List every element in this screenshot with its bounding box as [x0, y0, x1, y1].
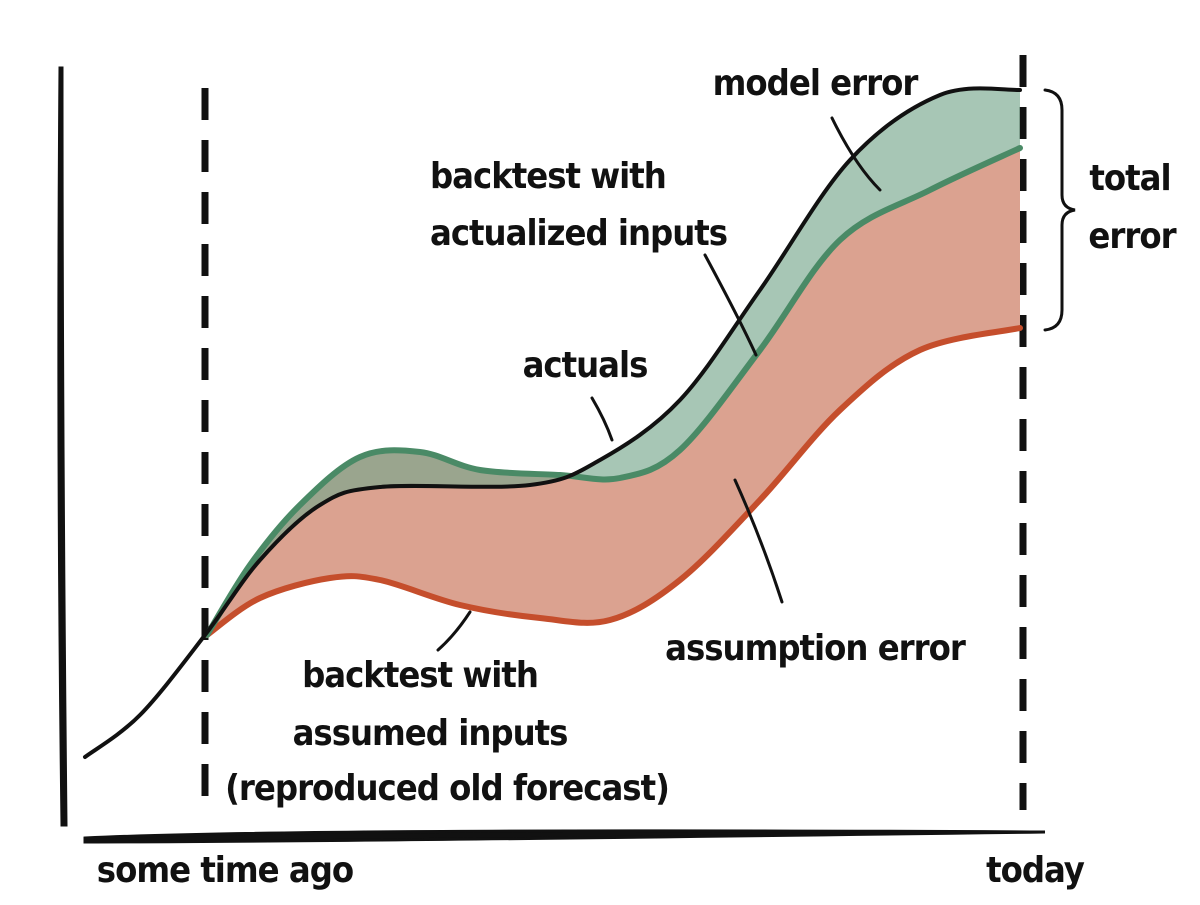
assumed-backtest-line	[204, 325, 1023, 638]
label: backtest with	[430, 156, 666, 197]
label: assumed inputs	[293, 713, 568, 754]
label: assumption error	[665, 628, 966, 669]
model-error-area	[205, 88, 1020, 635]
pointer	[733, 478, 784, 604]
label: actualized inputs	[430, 213, 727, 254]
actualized-backtest-line	[204, 145, 1023, 638]
pointer	[703, 253, 758, 357]
label: model error	[713, 63, 919, 104]
curves	[83, 86, 1023, 759]
axis-label: today	[986, 850, 1085, 891]
label: (reproduced old forecast)	[225, 768, 669, 809]
pointer	[830, 116, 882, 192]
pointer	[436, 610, 472, 652]
axis-label: some time ago	[97, 850, 353, 891]
y-axis	[57, 66, 68, 827]
label: total	[1089, 158, 1170, 199]
label: error	[1088, 216, 1176, 257]
pointer	[590, 396, 614, 442]
label: actuals	[523, 345, 648, 386]
label: backtest with	[302, 655, 538, 696]
x-axis	[83, 829, 1046, 844]
brace	[1043, 88, 1076, 332]
actuals-line	[83, 86, 1022, 759]
pointers	[436, 88, 1076, 652]
